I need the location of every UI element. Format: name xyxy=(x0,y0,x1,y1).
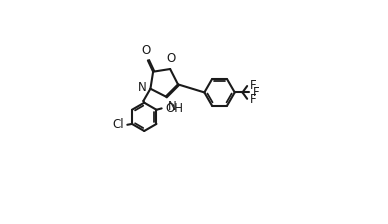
Text: N: N xyxy=(168,100,177,113)
Text: O: O xyxy=(142,44,151,57)
Text: N: N xyxy=(138,81,147,94)
Text: F: F xyxy=(249,93,256,106)
Text: F: F xyxy=(253,86,259,99)
Text: OH: OH xyxy=(165,102,183,115)
Text: O: O xyxy=(166,52,176,65)
Text: Cl: Cl xyxy=(112,118,124,131)
Text: F: F xyxy=(249,79,256,92)
